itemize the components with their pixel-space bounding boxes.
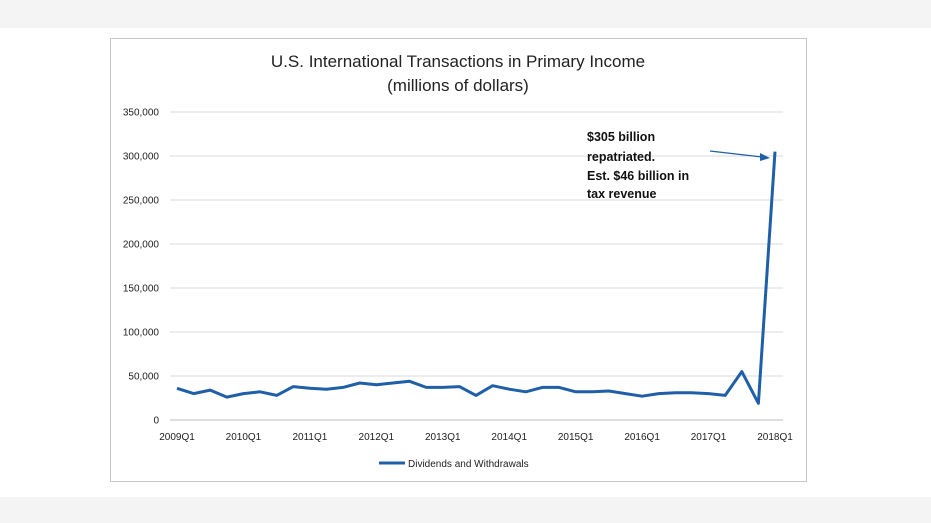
y-tick-label: 0 (153, 416, 159, 427)
annotation: $305 billion repatriated. Est. $46 billi… (587, 130, 770, 201)
x-tick-label: 2011Q1 (292, 432, 327, 443)
x-axis-ticks: 2009Q1 2010Q1 2011Q1 2012Q1 2013Q1 2014Q1 2015… (159, 432, 793, 443)
x-tick-label: 2015Q1 (558, 432, 594, 443)
y-tick-label: 150,000 (123, 284, 160, 295)
x-tick-label: 2012Q1 (359, 432, 395, 443)
y-tick-label: 300,000 (123, 152, 160, 163)
y-tick-label: 350,000 (123, 108, 160, 119)
x-tick-label: 2009Q1 (159, 432, 195, 443)
series-line-dividends-and-withdrawals (176, 151, 777, 405)
bottom-background-band (0, 497, 931, 523)
x-tick-label: 2013Q1 (425, 432, 461, 443)
annotation-line-2: repatriated. (587, 150, 655, 164)
x-tick-label: 2014Q1 (491, 432, 527, 443)
y-tick-label: 50,000 (128, 372, 159, 383)
chart-subtitle: (millions of dollars) (387, 76, 529, 95)
y-tick-label: 250,000 (123, 196, 160, 207)
y-tick-label: 200,000 (123, 240, 160, 251)
legend-label: Dividends and Withdrawals (408, 459, 529, 470)
x-tick-label: 2018Q1 (757, 432, 793, 443)
top-background-band (0, 0, 931, 28)
annotation-arrow (709, 150, 763, 158)
annotation-line-3: Est. $46 billion in (587, 169, 689, 183)
legend: Dividends and Withdrawals (379, 459, 529, 470)
x-tick-label: 2016Q1 (624, 432, 660, 443)
y-axis-ticks: 0 50,000 100,000 150,000 200,000 250,000 300,0… (123, 108, 160, 427)
annotation-arrowhead (760, 153, 770, 161)
y-tick-label: 100,000 (123, 328, 160, 339)
gridlines (170, 111, 783, 421)
annotation-line-1: $305 billion (587, 130, 655, 144)
annotation-line-4: tax revenue (587, 187, 657, 201)
x-tick-label: 2010Q1 (226, 432, 262, 443)
x-tick-label: 2017Q1 (691, 432, 727, 443)
chart-title: U.S. International Transactions in Prima… (271, 52, 645, 71)
